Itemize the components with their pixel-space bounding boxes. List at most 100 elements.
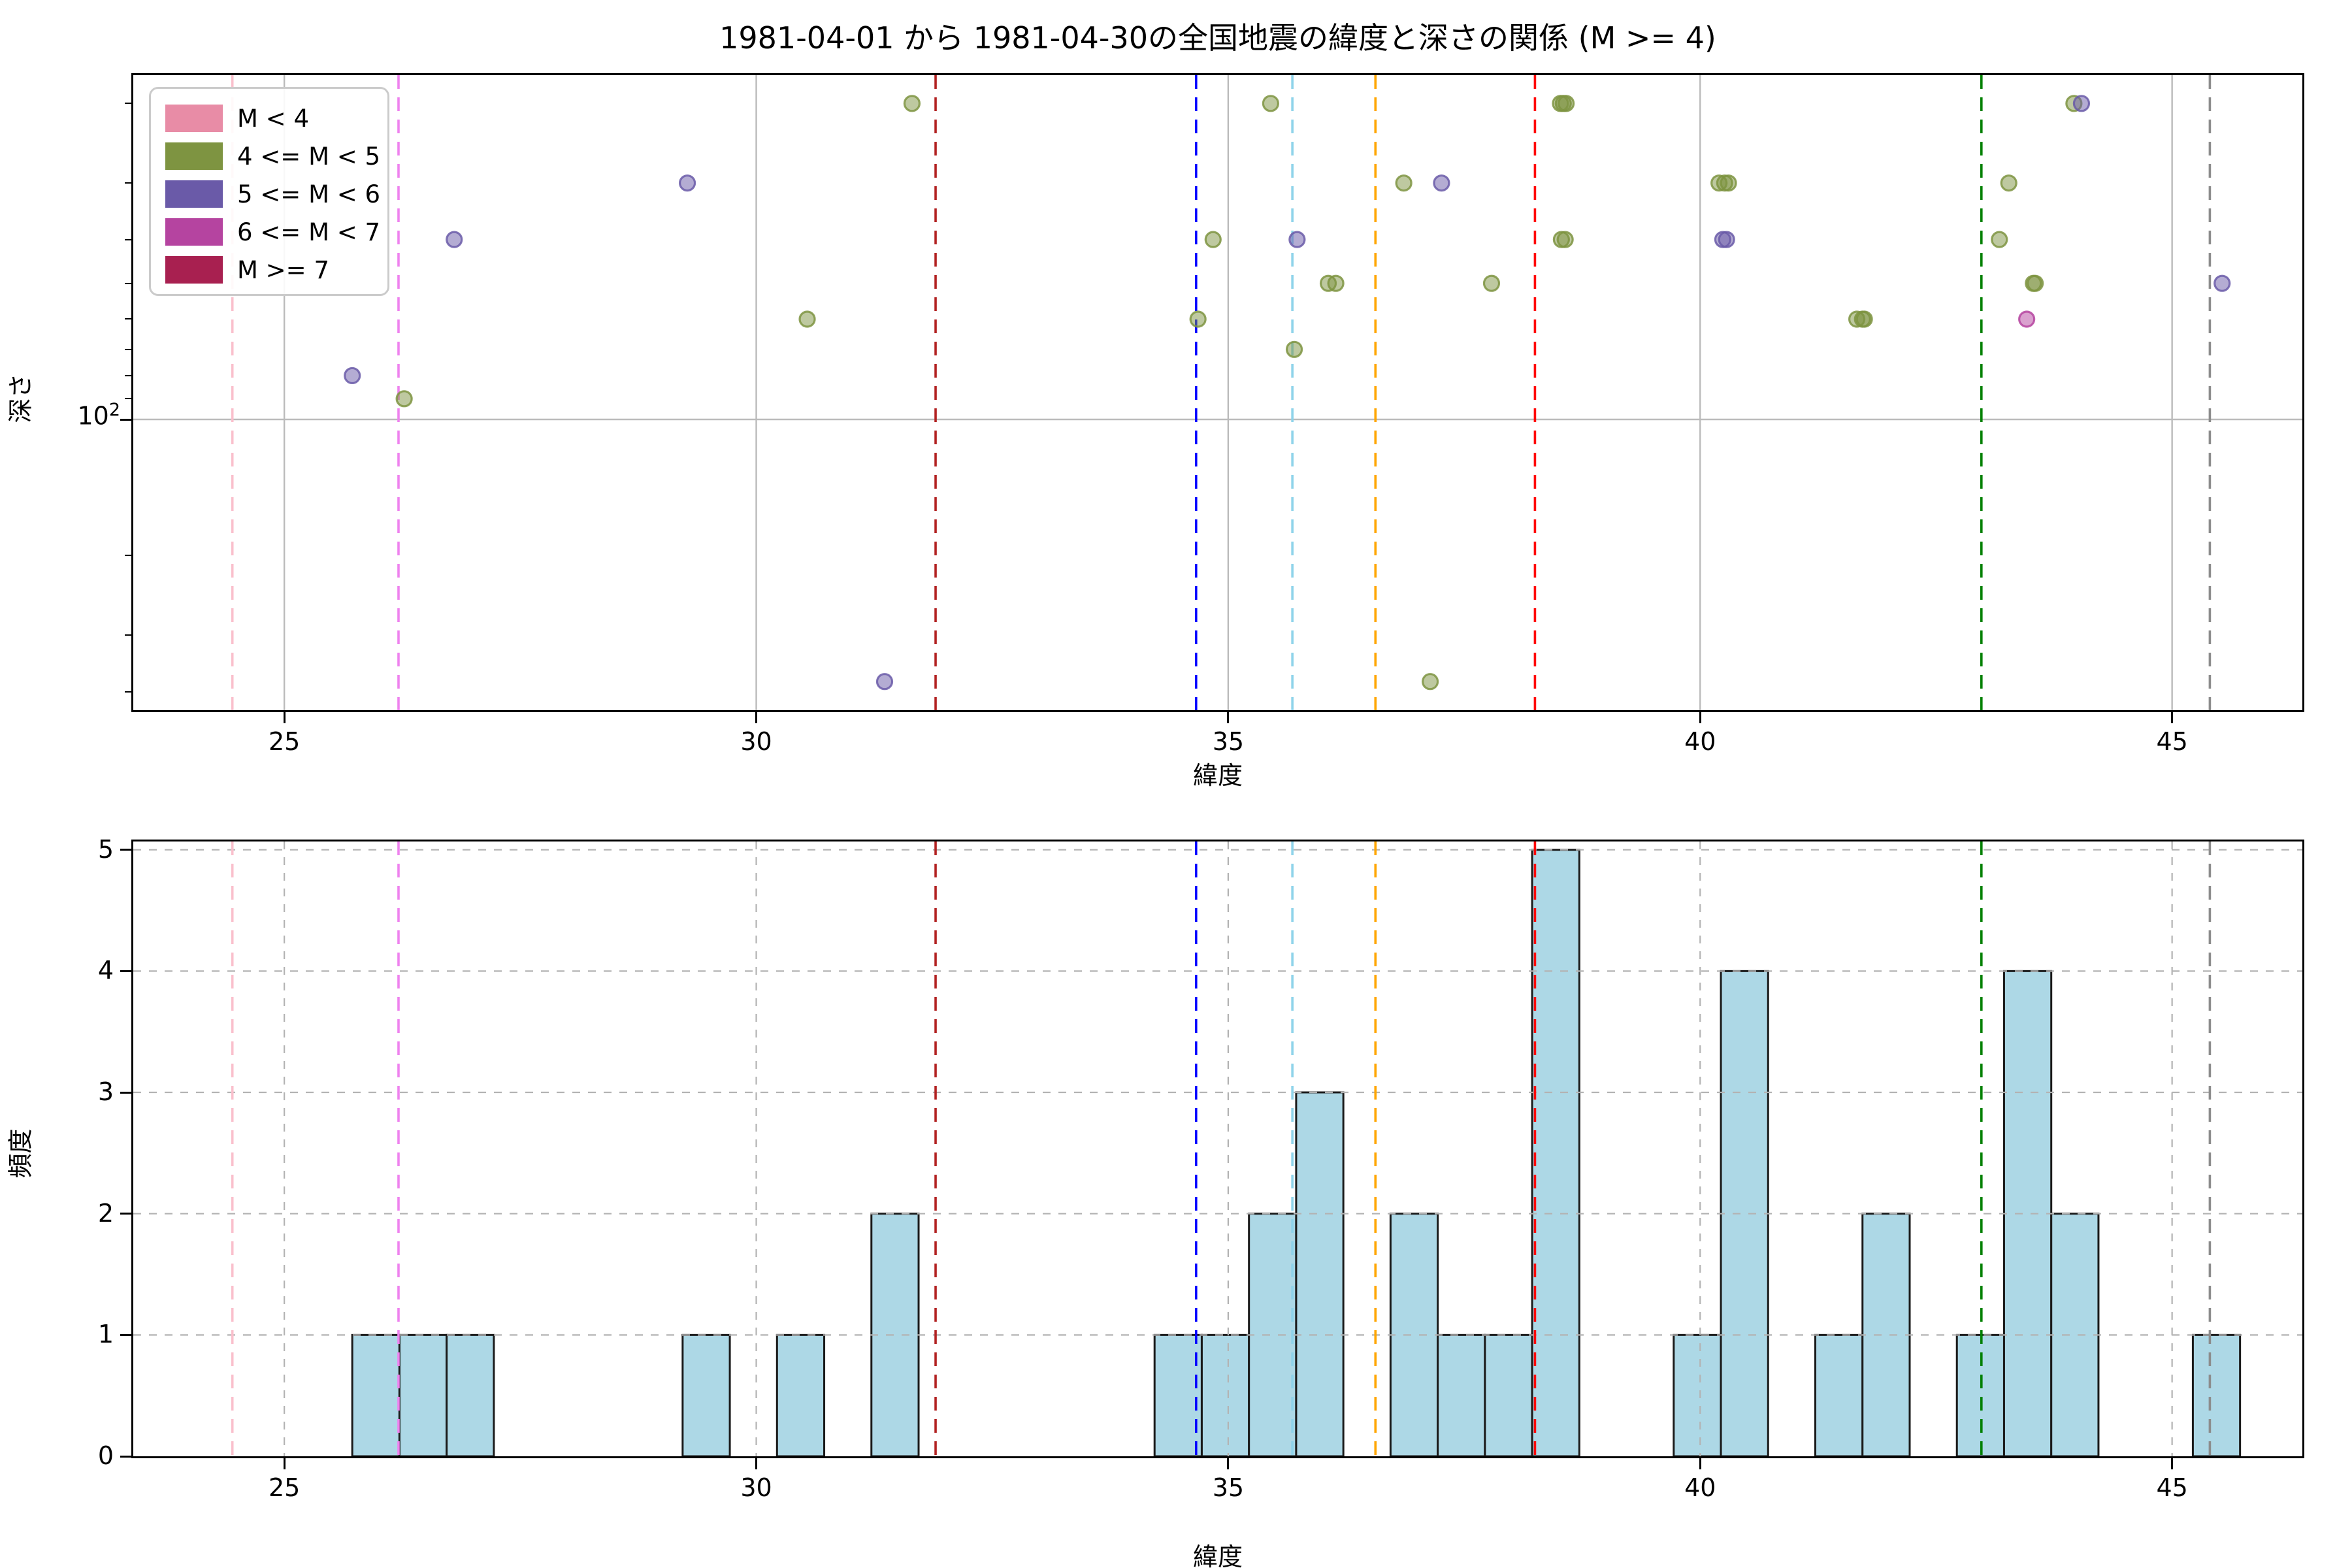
- scatter-point: [2000, 174, 2017, 192]
- scatter-point: [344, 367, 361, 385]
- scatter-point: [1395, 174, 1413, 192]
- x-tick-label: 45: [2156, 1473, 2188, 1502]
- histogram-bar: [1484, 1333, 1533, 1456]
- y-tick: [120, 1091, 131, 1094]
- x-tick-label: 40: [1684, 727, 1716, 756]
- scatter-point: [678, 174, 696, 192]
- x-tick: [2171, 712, 2174, 723]
- histogram-bar: [351, 1333, 400, 1456]
- y-minor-tick: [125, 348, 131, 350]
- legend-swatch-m-ge-7: [165, 256, 223, 284]
- scatter-point: [2072, 95, 2091, 112]
- scatter-xlabel: 緯度: [1192, 761, 1243, 790]
- legend-item: 6 <= M < 7: [165, 213, 387, 251]
- scatter-point: [1991, 231, 2008, 248]
- histogram-bar: [681, 1333, 731, 1456]
- y-minor-tick: [125, 318, 131, 320]
- x-tick: [1227, 1458, 1230, 1469]
- y-tick-label: 0: [97, 1441, 114, 1470]
- y-tick: [120, 849, 131, 851]
- scatter-ylabel: 深さ: [6, 373, 35, 423]
- y-minor-tick: [125, 374, 131, 376]
- histogram-bar: [776, 1333, 826, 1456]
- scatter-point: [1433, 174, 1450, 192]
- scatter-point: [2027, 274, 2044, 292]
- histogram-bar: [1437, 1333, 1486, 1456]
- legend-label: 5 <= M < 6: [237, 180, 381, 208]
- scatter-point: [903, 95, 921, 112]
- histogram-xlabel: 緯度: [1192, 1543, 1243, 1568]
- histogram-bar: [1720, 970, 1769, 1456]
- histogram-bar: [1673, 1333, 1722, 1456]
- scatter-point: [1288, 231, 1306, 248]
- y-major-tick: [120, 418, 131, 421]
- scatter-point: [2018, 310, 2036, 328]
- x-tick: [283, 1458, 286, 1469]
- x-tick: [2171, 1458, 2174, 1469]
- y-tick-label: 4: [97, 956, 114, 985]
- y-tick-label: 3: [97, 1077, 114, 1107]
- histogram-bar: [446, 1333, 495, 1456]
- y-tick-label: 2: [97, 1198, 114, 1228]
- legend: M < 4 4 <= M < 5 5 <= M < 6 6 <= M < 7 M…: [149, 87, 389, 296]
- scatter-y-major-tick-label: 102: [77, 400, 120, 431]
- y-tick: [120, 970, 131, 972]
- scatter-canvas: [133, 75, 2302, 710]
- scatter-point: [1556, 231, 1574, 248]
- histogram-bar: [1153, 1333, 1203, 1456]
- histogram-ylabel: 頻度: [6, 1128, 35, 1179]
- x-tick-label: 35: [1212, 1473, 1245, 1502]
- y-minor-tick: [125, 634, 131, 636]
- histogram-bar: [398, 1333, 448, 1456]
- legend-label: 4 <= M < 5: [237, 142, 381, 171]
- x-tick-label: 45: [2156, 727, 2188, 756]
- x-tick-label: 30: [740, 1473, 772, 1502]
- y-tick: [120, 1455, 131, 1458]
- scatter-point: [1421, 673, 1439, 691]
- scatter-point: [1204, 231, 1222, 248]
- x-tick: [755, 712, 758, 723]
- scatter-point: [875, 673, 894, 691]
- histogram-bar: [1814, 1333, 1864, 1456]
- scatter-point: [1189, 310, 1207, 328]
- scatter-point: [446, 231, 463, 248]
- y-minor-tick: [125, 398, 131, 400]
- scatter-point: [1262, 95, 1280, 112]
- x-tick: [1699, 712, 1701, 723]
- legend-swatch-m-5-6: [165, 180, 223, 208]
- legend-swatch-m-6-7: [165, 218, 223, 246]
- scatter-point: [1482, 274, 1501, 292]
- y-minor-tick: [125, 103, 131, 105]
- chart-title: 1981-04-01 から 1981-04-30の全国地震の緯度と深さの関係 (…: [719, 20, 1716, 56]
- histogram-bar: [870, 1213, 920, 1456]
- y-minor-tick: [125, 555, 131, 557]
- histogram-bar: [2002, 970, 2053, 1456]
- y-tick-label: 5: [97, 834, 114, 864]
- y-tick-label: 1: [97, 1320, 114, 1349]
- scatter-point: [2213, 274, 2231, 292]
- legend-item: 4 <= M < 5: [165, 137, 387, 175]
- scatter-point: [1718, 231, 1735, 248]
- legend-swatch-m-lt-4: [165, 105, 223, 132]
- x-tick-label: 25: [268, 727, 301, 756]
- scatter-point: [1558, 95, 1575, 112]
- x-tick-label: 30: [740, 727, 772, 756]
- x-tick-label: 40: [1684, 1473, 1716, 1502]
- legend-item: M < 4: [165, 99, 387, 137]
- legend-label: M >= 7: [237, 255, 329, 284]
- legend-item: M >= 7: [165, 251, 387, 289]
- histogram-bar: [1861, 1213, 1911, 1456]
- histogram-bar: [1389, 1213, 1439, 1456]
- scatter-point: [1285, 340, 1303, 358]
- histogram-bar: [2050, 1213, 2100, 1456]
- legend-swatch-m-4-5: [165, 142, 223, 170]
- y-tick: [120, 1333, 131, 1336]
- y-minor-tick: [125, 182, 131, 184]
- y-minor-tick: [125, 691, 131, 693]
- x-tick: [1699, 1458, 1701, 1469]
- x-tick-label: 35: [1212, 727, 1245, 756]
- x-tick-label: 25: [268, 1473, 301, 1502]
- histogram-plot-area: [131, 840, 2304, 1458]
- y-tick: [120, 1213, 131, 1215]
